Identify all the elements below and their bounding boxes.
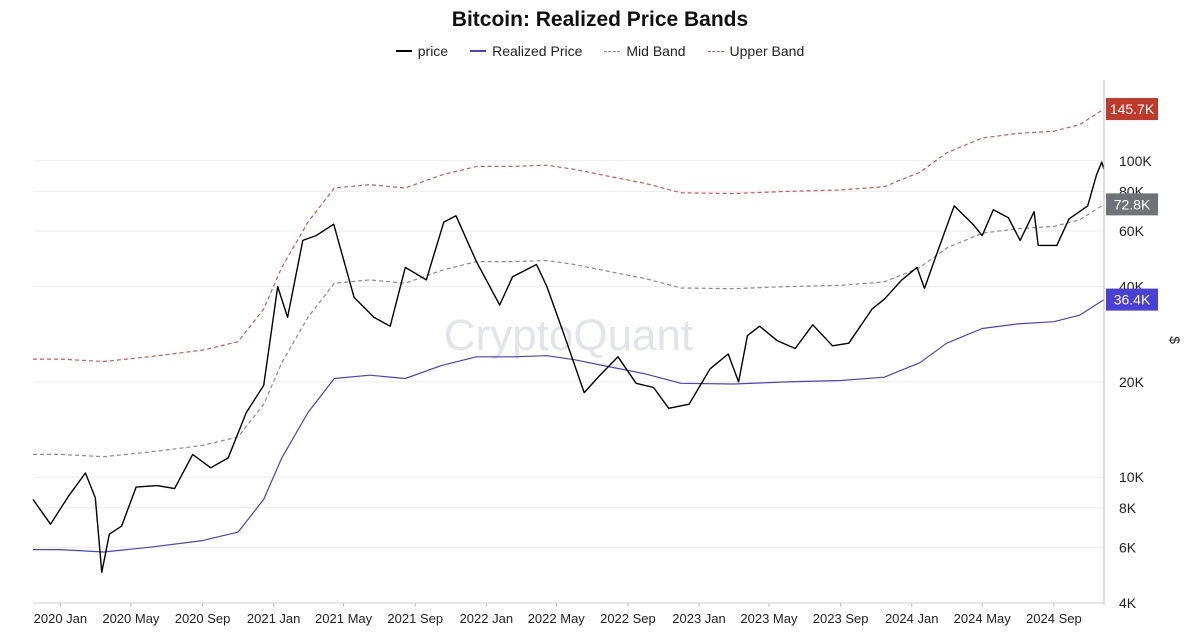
- legend-label-mid-band: Mid Band: [626, 43, 686, 59]
- end-badge-label-mid-band: 72.8K: [1114, 196, 1151, 212]
- x-tick-label-3: 2021 Jan: [247, 611, 301, 626]
- end-badge-mid-band: [1106, 193, 1158, 216]
- x-tick-label-5: 2021 Sep: [387, 611, 443, 626]
- legend-label-upper-band: Upper Band: [729, 43, 805, 59]
- x-tick-label-1: 2020 May: [102, 611, 160, 626]
- x-tick-label-8: 2022 Sep: [600, 611, 656, 626]
- legend-swatch-price: [395, 50, 412, 52]
- x-tick-label-13: 2024 May: [954, 611, 1012, 626]
- y-tick-label-6: 60K: [1119, 223, 1145, 239]
- end-badge-realized-price: [1106, 288, 1158, 311]
- end-badge-label-realized-price: 36.4K: [1114, 292, 1151, 308]
- y-tick-label-8: 100K: [1119, 153, 1152, 169]
- legend-item-upper-band[interactable]: Upper Band: [707, 43, 805, 59]
- x-tick-label-14: 2024 Sep: [1026, 611, 1082, 626]
- legend-item-mid-band[interactable]: Mid Band: [604, 43, 686, 59]
- x-tick-label-7: 2022 May: [528, 611, 586, 626]
- series-line-mid-band: [33, 203, 1105, 458]
- series-line-realized-price: [33, 299, 1105, 553]
- end-badge-label-upper-band: 145.7K: [1110, 101, 1155, 117]
- series-line-price: [32, 161, 1105, 573]
- x-tick-label-11: 2023 Sep: [813, 611, 869, 626]
- y-tick-label-4: 20K: [1119, 374, 1145, 390]
- legend-item-price[interactable]: price: [395, 43, 449, 59]
- y-tick-label-0: 4K: [1119, 595, 1137, 611]
- x-tick-label-6: 2022 Jan: [460, 611, 514, 626]
- y-tick-label-1: 6K: [1119, 539, 1137, 555]
- series-line-upper-band: [33, 108, 1105, 363]
- x-tick-label-4: 2021 May: [315, 611, 373, 626]
- legend-swatch-mid-band: [604, 50, 621, 52]
- y-tick-label-2: 8K: [1119, 500, 1137, 516]
- x-tick-label-2: 2020 Sep: [175, 611, 231, 626]
- x-tick-label-10: 2023 May: [740, 611, 798, 626]
- legend-swatch-upper-band: [707, 50, 724, 52]
- y-axis-label: $: [1167, 336, 1183, 344]
- x-tick-label-9: 2023 Jan: [672, 611, 726, 626]
- x-tick-label-12: 2024 Jan: [885, 611, 939, 626]
- legend-label-realized-price: Realized Price: [492, 43, 583, 59]
- chart-legend: price Realized Price Mid Band Upper Band: [0, 43, 1200, 59]
- legend-label-price: price: [417, 43, 449, 59]
- watermark-text: CryptoQuant: [444, 311, 693, 360]
- chart-title: Bitcoin: Realized Price Bands: [451, 8, 749, 31]
- end-badge-upper-band: [1106, 98, 1158, 121]
- legend-item-realized-price[interactable]: Realized Price: [470, 43, 582, 59]
- legend-swatch-realized-price: [470, 50, 487, 52]
- x-tick-label-0: 2020 Jan: [34, 611, 88, 626]
- y-tick-label-3: 10K: [1119, 469, 1145, 485]
